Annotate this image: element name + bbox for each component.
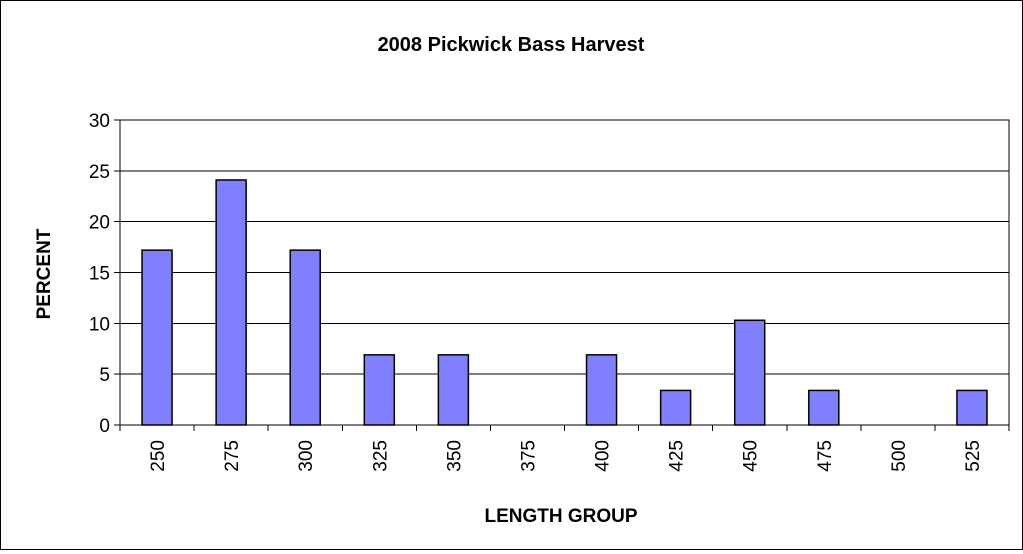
x-tick-label: 350 xyxy=(444,440,465,472)
x-tick-label: 425 xyxy=(667,440,688,472)
x-tick-label: 400 xyxy=(593,440,614,472)
gridlines xyxy=(120,119,1009,375)
x-tick-label: 325 xyxy=(370,440,391,472)
bars xyxy=(141,179,988,426)
y-axis-label: PERCENT xyxy=(34,228,55,319)
x-axis-label: LENGTH GROUP xyxy=(484,506,637,527)
bar xyxy=(659,389,692,426)
axes xyxy=(114,119,1010,431)
bar xyxy=(956,389,988,426)
bar xyxy=(585,354,618,426)
x-tick-label: 300 xyxy=(296,440,317,472)
chart-title: 2008 Pickwick Bass Harvest xyxy=(378,34,645,56)
y-tick-label: 15 xyxy=(89,264,110,285)
x-tick-label: 525 xyxy=(963,440,984,472)
bar xyxy=(437,354,470,426)
x-tick-labels: 250 275 300 325 350 375 400 425 450 475 500 525 xyxy=(148,440,984,472)
bar xyxy=(363,354,396,426)
bar xyxy=(215,179,247,426)
x-tick-label: 450 xyxy=(741,440,762,472)
bar xyxy=(808,389,840,426)
y-tick-labels: 0 5 10 15 20 25 30 xyxy=(89,111,110,437)
y-tick-label: 20 xyxy=(89,213,110,234)
bar xyxy=(733,319,766,426)
x-tick-label: 250 xyxy=(148,440,169,472)
y-tick-label: 30 xyxy=(89,111,110,132)
bar xyxy=(141,249,173,426)
y-tick-label: 25 xyxy=(89,162,110,183)
x-tick-label: 375 xyxy=(518,440,539,472)
x-tick-label: 275 xyxy=(222,440,243,472)
y-tick-label: 10 xyxy=(89,314,110,335)
bar xyxy=(289,249,321,426)
x-tick-label: 500 xyxy=(889,440,910,472)
y-tick-label: 0 xyxy=(99,416,110,437)
x-tick-label: 475 xyxy=(815,440,836,472)
y-tick-label: 5 xyxy=(99,365,110,386)
